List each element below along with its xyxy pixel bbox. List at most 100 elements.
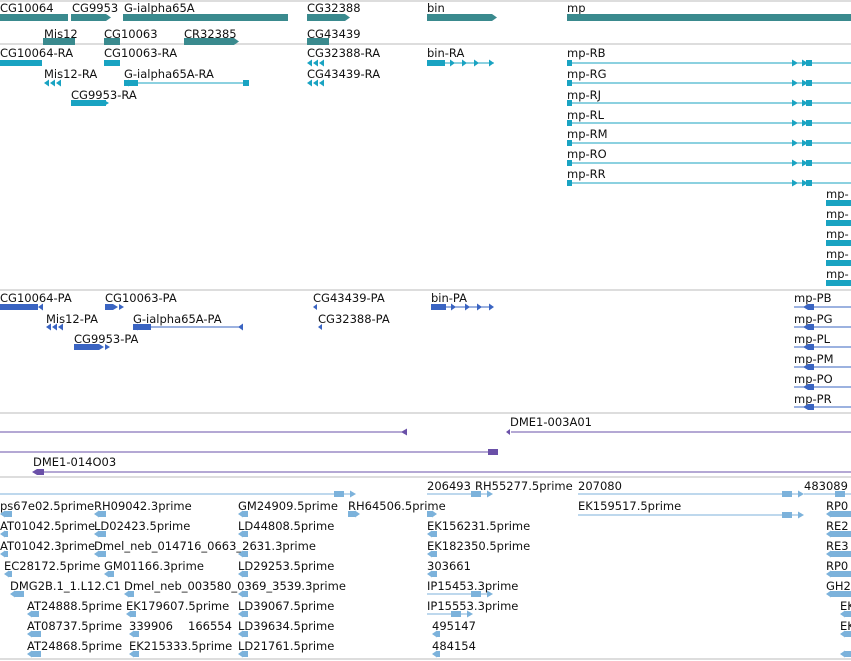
transcript-label[interactable]: mp- <box>826 247 849 261</box>
exon-block <box>826 200 851 206</box>
est-track: ps67e02.5prime RH09042.3prime GM24909.5pri… <box>0 479 851 658</box>
est-label[interactable]: 495147 <box>432 619 476 633</box>
est-label[interactable]: RE3 <box>826 539 849 553</box>
transcript-label[interactable]: bin-RA <box>427 46 464 60</box>
transcript-label[interactable]: CG10064-RA <box>0 46 73 60</box>
transcript-label[interactable]: mp-RR <box>567 167 606 181</box>
est-label[interactable]: RH64506.5prime <box>348 499 446 513</box>
transcript-label[interactable]: mp-RJ <box>567 88 601 102</box>
est-label[interactable]: 166554 <box>188 619 232 633</box>
est-block <box>437 651 440 657</box>
transcript-label[interactable]: mp-RB <box>567 46 606 60</box>
protein-label[interactable]: mp-PR <box>794 392 832 406</box>
est-label[interactable]: LD02423.5prime <box>94 519 190 533</box>
est-label[interactable]: AT08737.5prime <box>27 619 122 633</box>
est-label[interactable]: EK <box>840 619 851 633</box>
est-label[interactable]: 207080 <box>578 479 622 493</box>
est-label[interactable]: Dmel_neb_003580_0369_3539.3prime <box>124 579 346 593</box>
protein-label[interactable]: CG9953-PA <box>74 332 139 346</box>
transcript-label[interactable]: CG32388-RA <box>307 46 380 60</box>
gene-label[interactable]: bin <box>427 1 445 15</box>
est-label[interactable]: LD29253.5prime <box>238 559 334 573</box>
strand-arrow <box>401 428 407 436</box>
est-label[interactable]: 484154 <box>432 639 476 653</box>
strand-arrow <box>98 100 103 106</box>
gene-label[interactable]: CG9953 <box>72 1 118 15</box>
transcript-label[interactable]: CG9953-RA <box>71 88 137 102</box>
transcript-label[interactable]: mp-RL <box>567 108 605 122</box>
est-label[interactable]: AT01042.3prime <box>0 539 95 553</box>
gene-label[interactable]: CR32385 <box>184 27 237 41</box>
protein-label[interactable]: bin-PA <box>431 291 467 305</box>
gene-label[interactable]: Mis12 <box>44 27 78 41</box>
est-label[interactable]: EK182350.5prime <box>427 539 530 553</box>
gene-label[interactable]: CG32388 <box>307 1 361 15</box>
est-label[interactable]: LD21761.5prime <box>238 639 334 653</box>
transcript-label[interactable]: mp- <box>826 187 849 201</box>
est-label[interactable]: IP15553.3prime <box>427 599 518 613</box>
protein-label[interactable]: Mis12-PA <box>46 312 98 326</box>
transcript-label[interactable]: Mis12-RA <box>44 67 97 81</box>
est-label[interactable]: GH2 <box>826 579 851 593</box>
gene-label[interactable]: mp <box>567 1 586 15</box>
est-label[interactable]: 303661 <box>427 559 471 573</box>
strand-arrow <box>792 139 798 147</box>
transcript-label[interactable]: mp- <box>826 267 849 281</box>
est-label[interactable]: RH09042.3prime <box>94 499 192 513</box>
protein-label[interactable]: CG43439-PA <box>313 291 385 305</box>
est-label[interactable]: Dmel_neb_014716_0663_2631.3prime <box>94 539 316 553</box>
protein-label[interactable]: mp-PO <box>794 372 833 386</box>
transcript-label[interactable]: CG10063-RA <box>104 46 177 60</box>
gene-glyph <box>567 14 851 21</box>
protein-label[interactable]: mp-PB <box>794 291 832 305</box>
protein-label[interactable]: CG10063-PA <box>105 291 177 305</box>
est-label[interactable]: GM24909.5prime <box>238 499 338 513</box>
protein-label[interactable]: mp-PM <box>794 352 834 366</box>
est-label[interactable]: 339906 <box>129 619 173 633</box>
transcript-label[interactable]: mp- <box>826 227 849 241</box>
protein-label[interactable]: CG32388-PA <box>318 312 390 326</box>
protein-label[interactable]: CG10064-PA <box>0 291 72 305</box>
est-label[interactable]: LD44808.5prime <box>238 519 334 533</box>
est-label[interactable]: ps67e02.5prime <box>0 499 94 513</box>
gene-label[interactable]: CG10063 <box>104 27 158 41</box>
est-label[interactable]: 483089 <box>804 479 848 493</box>
est-label[interactable]: EK156231.5prime <box>427 519 530 533</box>
gene-glyph <box>307 38 329 45</box>
est-label[interactable]: IP15453.3prime <box>427 579 518 593</box>
est-label[interactable]: EK179607.5prime <box>126 599 229 613</box>
est-label[interactable]: RP0 <box>826 499 848 513</box>
est-label[interactable]: AT01042.5prime <box>0 519 95 533</box>
clone-label[interactable]: DME1-014O03 <box>33 455 116 469</box>
exon-block <box>826 240 851 246</box>
est-label[interactable]: LD39067.5prime <box>238 599 334 613</box>
transcript-label[interactable]: G-ialpha65A-RA <box>124 67 214 81</box>
est-label[interactable]: RP0 <box>826 559 848 573</box>
protein-label[interactable]: mp-PL <box>794 332 831 346</box>
est-label[interactable]: EK <box>840 599 851 613</box>
est-label[interactable]: AT24888.5prime <box>27 599 122 613</box>
transcript-label[interactable]: mp-RO <box>567 147 607 161</box>
transcript-label[interactable]: mp-RM <box>567 127 608 141</box>
clone-label[interactable]: DME1-003A01 <box>510 415 592 429</box>
est-label[interactable]: AT24868.5prime <box>27 639 122 653</box>
est-label[interactable]: EC28172.5prime <box>4 559 100 573</box>
est-label[interactable]: LD39634.5prime <box>238 619 334 633</box>
est-label[interactable]: RH55277.5prime <box>475 479 573 493</box>
est-label[interactable]: GM01166.3prime <box>104 559 204 573</box>
est-label[interactable]: 206493 <box>427 479 471 493</box>
gene-label[interactable]: CG43439 <box>307 27 361 41</box>
protein-label[interactable]: G-ialpha65A-PA <box>133 312 222 326</box>
transcript-label[interactable]: mp-RG <box>567 67 607 81</box>
protein-label[interactable]: mp-PG <box>794 312 833 326</box>
gene-label[interactable]: G-ialpha65A <box>124 1 195 15</box>
est-label[interactable]: EK159517.5prime <box>578 499 681 513</box>
gene-label[interactable]: CG10064 <box>0 1 54 15</box>
transcript-label[interactable]: CG43439-RA <box>307 67 380 81</box>
est-label[interactable]: EK215333.5prime <box>129 639 232 653</box>
transcript-label[interactable]: mp- <box>826 207 849 221</box>
strand-arrow <box>802 139 808 147</box>
est-label[interactable]: RE2 <box>826 519 849 533</box>
est-label[interactable]: DMG2B.1_1.L12.C1 <box>10 579 121 593</box>
